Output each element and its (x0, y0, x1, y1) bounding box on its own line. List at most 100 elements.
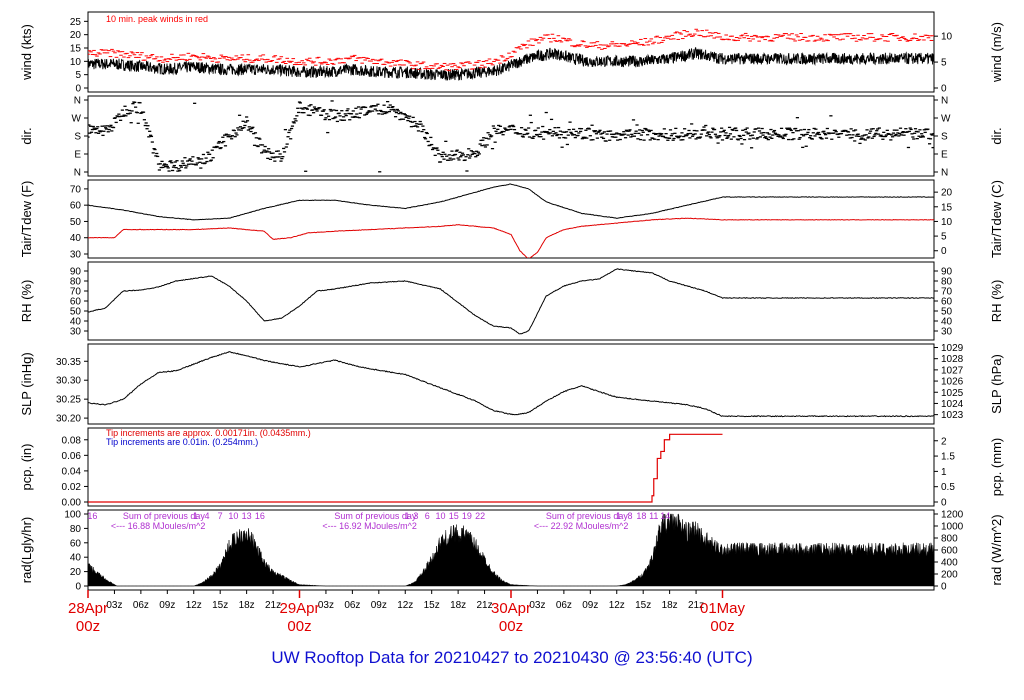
rad-hour-label: 14 (660, 511, 670, 521)
tip-note-coarse: Tip increments are 0.01in. (0.254mm.) (106, 437, 258, 447)
y-axis-label-left: SLP (inHg) (19, 352, 34, 415)
panel-frame (87, 95, 935, 177)
y-tick-label-left: 40 (70, 233, 82, 244)
panel-plot-area (88, 268, 934, 335)
x-tick-label: 09z (582, 600, 598, 611)
y-tick-label-left: 0.02 (62, 482, 82, 493)
rad-hour-label: 6 (425, 511, 430, 521)
y-tick-label-right: 0.5 (941, 482, 955, 493)
y-tick-label-right: 1024 (941, 399, 964, 410)
panel-frame (87, 11, 935, 93)
x-tick-label: 06z (556, 600, 572, 611)
radiation-series (88, 513, 934, 587)
y-tick-label-left: 10 (70, 57, 82, 68)
y-tick-label-right: N (941, 168, 948, 179)
y-axis-label-left: dir. (19, 127, 34, 144)
y-tick-label-right: 200 (941, 570, 958, 581)
rad-hour-label: 15 (449, 511, 459, 521)
x-tick-label: 06z (133, 600, 149, 611)
y-axis-label-left: Tair/Tdew (F) (19, 181, 34, 258)
y-tick-label-right: 400 (941, 558, 958, 569)
x-tick-label: 06z (344, 600, 360, 611)
y-tick-label-right: 2 (941, 436, 947, 447)
y-tick-label-left: 30 (70, 250, 82, 261)
y-tick-label-left: 30.20 (56, 414, 81, 425)
y-tick-label-right: 1029 (941, 343, 964, 354)
y-tick-label-left: 50 (70, 307, 82, 318)
y-tick-label-right: 30 (941, 327, 953, 338)
y-axis-label-right: RH (%) (989, 280, 1004, 323)
y-tick-label-right: S (941, 132, 948, 143)
y-tick-label-right: 0 (941, 498, 947, 509)
y-tick-label-left: 80 (70, 277, 82, 288)
date-time-label: 00z (710, 618, 734, 635)
y-tick-label-right: 1000 (941, 522, 964, 533)
rad-hour-label: 4 (204, 511, 209, 521)
y-tick-label-right: 10 (941, 217, 953, 228)
rad-hour-label: 3 (413, 511, 418, 521)
y-tick-label-left: 20 (70, 30, 82, 41)
rad-hour-label: 8 (627, 511, 632, 521)
y-tick-label-right: 80 (941, 277, 953, 288)
rad-hour-label: 10 (435, 511, 445, 521)
y-tick-label-left: 60 (70, 201, 82, 212)
y-axis-label-right: Tair/Tdew (C) (989, 180, 1004, 258)
y-tick-label-left: S (74, 132, 81, 143)
y-tick-label-right: 1025 (941, 388, 964, 399)
y-tick-label-right: W (941, 114, 951, 125)
y-tick-label-right: E (941, 150, 948, 161)
rad-hour-label: 10 (228, 511, 238, 521)
daily-sum-title: Sum of previous day (334, 511, 417, 521)
y-tick-label-right: 800 (941, 534, 958, 545)
x-tick-label: 21z (477, 600, 493, 611)
y-tick-label-left: 100 (64, 510, 81, 521)
y-tick-label-right: 70 (941, 287, 953, 298)
panel-plot-area (88, 433, 723, 503)
footer-title: UW Rooftop Data for 20210427 to 20210430… (271, 648, 753, 667)
y-axis-label-right: pcp. (mm) (989, 438, 1004, 497)
y-tick-label-right: 15 (941, 202, 953, 213)
rad-hour-label: 22 (475, 511, 485, 521)
y-axis-label-left: rad(Lgly/hr) (19, 517, 34, 583)
y-tick-label-left: 30.25 (56, 395, 81, 406)
rad-hour-label: 1 (193, 511, 198, 521)
x-tick-label: 09z (371, 600, 387, 611)
y-tick-label-right: 1.5 (941, 452, 955, 463)
y-axis-label-left: RH (%) (19, 280, 34, 323)
y-tick-label-left: 70 (70, 184, 82, 195)
x-tick-label: 18z (239, 600, 255, 611)
y-axis-label-left: wind (kts) (19, 24, 34, 81)
panel-wind: 0 5 10 15 20 25 0 5 10 wind (kts) wind (m/s) 10 min… (19, 11, 1004, 95)
y-tick-label-left: 30.35 (56, 357, 81, 368)
panel-plot-area (88, 28, 934, 81)
y-tick-label-left: 0.04 (62, 466, 82, 477)
y-tick-label-left: W (72, 114, 82, 125)
y-tick-label-right: 600 (941, 546, 958, 557)
rad-hour-label: 7 (218, 511, 223, 521)
y-axis-label-right: wind (m/s) (989, 22, 1004, 83)
rad-hour-label: 16 (87, 511, 97, 521)
y-tick-label-left: N (74, 96, 81, 107)
x-tick-label: 15z (212, 600, 228, 611)
panel-annotation: 10 min. peak winds in red (106, 14, 208, 24)
x-tick-label: 09z (159, 600, 175, 611)
x-tick-label: 12z (186, 600, 202, 611)
panel-plot-area (88, 183, 934, 258)
panel-pcp: 0.00 0.02 0.04 0.06 0.08 0 0.5 1 1.5 2 pcp. (in) pc… (19, 427, 1004, 509)
y-tick-label-right: 40 (941, 317, 953, 328)
rad-hour-label: 16 (255, 511, 265, 521)
tip-note-fine: Tip increments are approx. 0.00171in. (0… (106, 428, 311, 438)
series-line (88, 217, 934, 258)
y-tick-label-right: 20 (941, 188, 953, 199)
x-tick-label: 03z (318, 600, 334, 611)
y-tick-label-left: N (74, 168, 81, 179)
panel-plot-area (88, 351, 934, 418)
y-tick-label-left: 25 (70, 17, 82, 28)
x-tick-label: 21z (688, 600, 704, 611)
panel-frame (87, 179, 935, 259)
x-tick-label: 18z (450, 600, 466, 611)
panel-temp: 30 40 50 60 70 0 5 10 15 20 Tair/Tdew (F) Tair/Tdew… (19, 179, 1004, 261)
